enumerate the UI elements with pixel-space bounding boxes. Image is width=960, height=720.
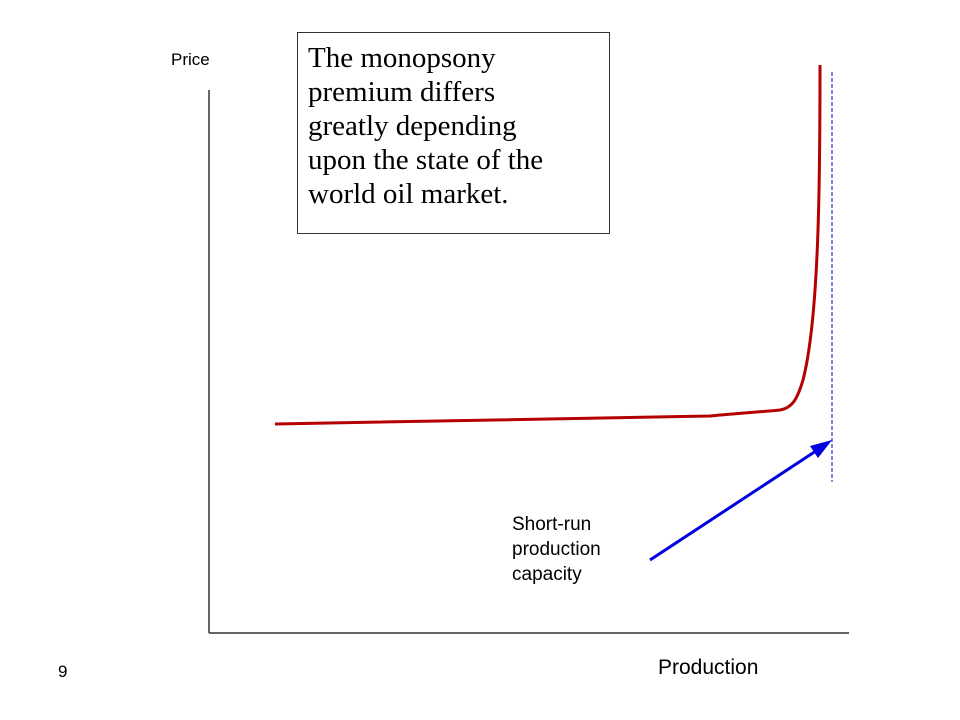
callout-line: premium differs: [308, 76, 496, 108]
callout-line: The monopsony: [308, 42, 496, 74]
capacity-annotation-line: capacity: [512, 564, 582, 585]
y-axis-label: Price: [171, 50, 210, 69]
callout-line: world oil market.: [308, 178, 509, 210]
capacity-arrow-shaft: [649, 445, 823, 562]
callout-line: greatly depending: [308, 110, 517, 142]
capacity-arrow-head: [810, 440, 832, 458]
capacity-annotation-line: Short-run: [512, 514, 592, 535]
x-axis-label: Production: [658, 656, 759, 679]
supply-curve: [274, 64, 822, 426]
slide-number: 9: [58, 662, 68, 681]
callout-line: upon the state of the: [308, 144, 544, 176]
capacity-annotation-line: production: [512, 539, 601, 560]
callout-box: The monopsony premium differs greatly de…: [297, 32, 610, 234]
capacity-annotation: Short-run production capacity: [512, 512, 601, 587]
